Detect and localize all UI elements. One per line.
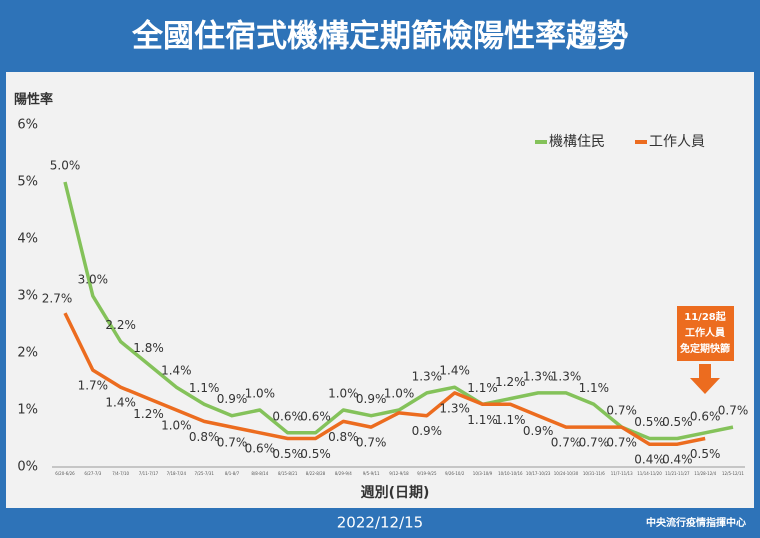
x-tick-label: 10/17-10/23 xyxy=(526,471,551,476)
annotation-text: 11/28起 xyxy=(684,310,726,323)
data-label: 0.6% xyxy=(245,441,276,455)
y-tick-label: 5% xyxy=(17,175,38,190)
data-label: 0.7% xyxy=(606,436,637,450)
data-label: 1.2% xyxy=(495,375,526,389)
data-label: 1.0% xyxy=(384,387,415,401)
x-tick-label: 6/20-6/26 xyxy=(55,471,75,476)
data-label: 0.6% xyxy=(272,409,303,423)
y-tick-label: 1% xyxy=(17,403,38,418)
data-label: 1.4% xyxy=(105,396,136,410)
data-label: 1.2% xyxy=(133,407,164,421)
x-tick-label: 7/11-7/17 xyxy=(139,471,159,476)
source: 中央流行疫情指揮中心 xyxy=(646,516,746,529)
date: 2022/12/15 xyxy=(337,514,423,532)
y-tick-label: 3% xyxy=(17,289,38,304)
chart-title: 全國住宿式機構定期篩檢陽性率趨勢 xyxy=(131,19,628,55)
data-label: 0.5% xyxy=(690,447,721,461)
x-tick-label: 7/4-7/10 xyxy=(112,471,129,476)
data-label: 0.8% xyxy=(189,430,220,444)
x-tick-label: 11/21-11/27 xyxy=(665,471,690,476)
data-label: 1.1% xyxy=(467,381,498,395)
data-label: 0.5% xyxy=(634,415,665,429)
data-label: 1.3% xyxy=(523,369,554,383)
data-label: 1.0% xyxy=(161,419,192,433)
data-label: 0.7% xyxy=(718,404,749,418)
data-label: 1.0% xyxy=(328,387,359,401)
data-label: 0.7% xyxy=(606,404,637,418)
data-label: 1.8% xyxy=(133,341,164,355)
x-tick-label: 7/18-7/24 xyxy=(167,471,187,476)
x-tick-label: 8/29-9/4 xyxy=(335,471,352,476)
data-label: 2.2% xyxy=(105,318,136,332)
y-tick-label: 2% xyxy=(17,346,38,361)
data-label: 2.7% xyxy=(42,292,73,306)
data-label: 0.7% xyxy=(579,436,610,450)
x-tick-label: 10/24-10/30 xyxy=(554,471,579,476)
x-tick-label: 10/10-10/16 xyxy=(498,471,523,476)
y-tick-label: 0% xyxy=(17,460,38,475)
data-label: 3.0% xyxy=(78,273,109,287)
panel xyxy=(6,72,754,508)
x-tick-label: 11/28-12/4 xyxy=(694,471,716,476)
data-label: 0.4% xyxy=(634,453,665,467)
data-label: 0.6% xyxy=(690,409,721,423)
data-label: 0.9% xyxy=(217,392,248,406)
data-label: 0.8% xyxy=(328,430,359,444)
legend-label: 工作人員 xyxy=(649,134,705,150)
data-label: 1.4% xyxy=(161,364,192,378)
annotation-text: 免定期快篩 xyxy=(680,342,730,355)
data-label: 1.7% xyxy=(78,379,109,393)
x-axis-label: 週別(日期) xyxy=(361,485,430,501)
x-tick-label: 10/31-11/6 xyxy=(583,471,605,476)
x-tick-label: 11/7-11/13 xyxy=(611,471,633,476)
data-label: 1.0% xyxy=(245,387,276,401)
data-label: 1.3% xyxy=(551,369,582,383)
x-tick-label: 6/27-7/3 xyxy=(84,471,101,476)
data-label: 1.3% xyxy=(412,369,443,383)
data-label: 0.5% xyxy=(300,447,331,461)
x-tick-label: 10/3-10/9 xyxy=(473,471,493,476)
x-tick-label: 12/5-12/11 xyxy=(722,471,744,476)
x-tick-label: 7/25-7/31 xyxy=(194,471,214,476)
x-tick-label: 8/8-8/14 xyxy=(251,471,268,476)
annotation-box xyxy=(677,306,734,361)
data-label: 5.0% xyxy=(50,159,81,173)
data-label: 0.7% xyxy=(551,436,582,450)
legend-label: 機構住民 xyxy=(549,134,605,150)
data-label: 1.4% xyxy=(439,364,470,378)
x-tick-label: 11/14-11/20 xyxy=(637,471,662,476)
series-line xyxy=(63,312,706,446)
x-tick-label: 9/26-10/2 xyxy=(445,471,465,476)
y-tick-label: 4% xyxy=(17,232,38,247)
annotation-text: 工作人員 xyxy=(685,326,725,339)
x-tick-label: 9/5-9/11 xyxy=(363,471,380,476)
x-tick-label: 9/12-9/18 xyxy=(389,471,409,476)
data-label: 0.4% xyxy=(662,453,693,467)
x-tick-label: 8/1-8/7 xyxy=(225,471,240,476)
y-axis-label: 陽性率 xyxy=(14,92,53,108)
data-label: 0.7% xyxy=(217,436,248,450)
x-tick-label: 8/22-8/28 xyxy=(306,471,326,476)
data-label: 1.3% xyxy=(439,401,470,415)
data-label: 0.9% xyxy=(523,424,554,438)
y-tick-label: 6% xyxy=(17,118,38,133)
x-tick-label: 8/15-8/21 xyxy=(278,471,298,476)
data-label: 1.1% xyxy=(495,413,526,427)
data-label: 0.9% xyxy=(412,424,443,438)
x-tick-label: 9/19-9/25 xyxy=(417,471,437,476)
data-label: 0.5% xyxy=(272,447,303,461)
data-label: 0.7% xyxy=(356,436,387,450)
data-label: 0.6% xyxy=(300,409,331,423)
data-label: 1.1% xyxy=(467,413,498,427)
data-label: 1.1% xyxy=(189,381,220,395)
data-label: 0.9% xyxy=(356,392,387,406)
annotation-arrow xyxy=(690,364,720,394)
data-label: 1.1% xyxy=(579,381,610,395)
data-label: 0.5% xyxy=(662,415,693,429)
